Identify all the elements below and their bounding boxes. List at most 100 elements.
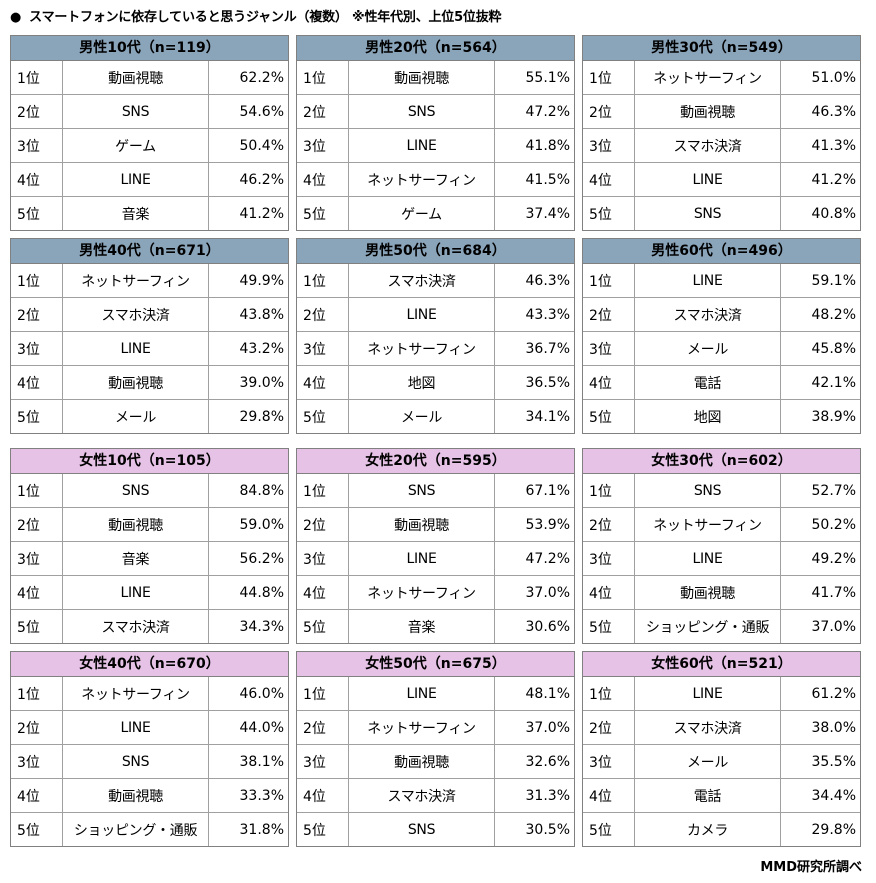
ranking-table-female-1: 女性10代（n=105） 1位 SNS 84.8% 2位 動画視聴 59.0% 3位 音楽 56.… — [10, 448, 289, 644]
percent-cell: 50.2% — [780, 507, 860, 542]
table-header: 女性40代（n=670） — [11, 652, 288, 677]
percent-cell: 33.3% — [208, 778, 288, 813]
percent-cell: 34.1% — [494, 399, 574, 433]
genre-cell: LINE — [62, 575, 209, 610]
rank-cell: 5位 — [583, 812, 635, 846]
percent-cell: 29.8% — [780, 812, 860, 846]
rank-cell: 2位 — [297, 710, 349, 745]
ranking-table-male-5: 男性50代（n=684） 1位 スマホ決済 46.3% 2位 LINE 43.3% 3位 ネット… — [296, 238, 575, 434]
table-header: 女性50代（n=675） — [297, 652, 574, 677]
table-row: 3位 スマホ決済 41.3% — [583, 128, 860, 163]
genre-cell: スマホ決済 — [634, 710, 781, 745]
percent-cell: 37.0% — [494, 710, 574, 745]
percent-cell: 38.0% — [780, 710, 860, 745]
rank-cell: 1位 — [583, 677, 635, 711]
percent-cell: 41.7% — [780, 575, 860, 610]
rank-cell: 4位 — [11, 778, 63, 813]
percent-cell: 43.2% — [208, 331, 288, 366]
ranking-table-body: 1位 LINE 48.1% 2位 ネットサーフィン 37.0% 3位 動画視聴 32.6% 4位ス… — [297, 677, 574, 846]
genre-cell: 電話 — [634, 778, 781, 813]
table-row: 1位 SNS 84.8% — [11, 474, 288, 508]
genre-cell: LINE — [634, 162, 781, 197]
table-row: 5位 ショッピング・通販 31.8% — [11, 812, 288, 846]
percent-cell: 31.3% — [494, 778, 574, 813]
genre-cell: スマホ決済 — [62, 297, 209, 332]
rank-cell: 1位 — [297, 474, 349, 508]
table-row: 2位 動画視聴 53.9% — [297, 507, 574, 542]
genre-cell: 音楽 — [348, 609, 495, 643]
rank-cell: 3位 — [583, 541, 635, 576]
genre-cell: 電話 — [634, 365, 781, 400]
ranking-table-body: 1位 SNS 52.7% 2位 ネットサーフィン 50.2% 3位 LINE 49.2% 4位 動画… — [583, 474, 860, 643]
genre-cell: 音楽 — [62, 196, 209, 230]
rank-cell: 1位 — [583, 264, 635, 298]
source-credit: MMD研究所調べ — [760, 860, 862, 875]
rank-cell: 3位 — [11, 744, 63, 779]
table-row: 2位 スマホ決済 38.0% — [583, 710, 860, 745]
percent-cell: 32.6% — [494, 744, 574, 779]
rank-cell: 1位 — [11, 264, 63, 298]
percent-cell: 41.3% — [780, 128, 860, 163]
ranking-table-male-3: 男性30代（n=549） 1位 ネットサーフィン 51.0% 2位 動画視聴 46.3% 3位… — [582, 35, 861, 231]
table-row: 5位 地図 38.9% — [583, 399, 860, 433]
genre-cell: LINE — [62, 710, 209, 745]
ranking-table-female-3: 女性30代（n=602） 1位 SNS 52.7% 2位 ネットサーフィン 50.2% 3位 L… — [582, 448, 861, 644]
ranking-table-male-2: 男性20代（n=564） 1位 動画視聴 55.1% 2位 SNS 47.2% 3位 LINE 4… — [296, 35, 575, 231]
genre-cell: メール — [348, 399, 495, 433]
rank-cell: 3位 — [583, 744, 635, 779]
table-row: 5位 SNS 30.5% — [297, 812, 574, 846]
genre-cell: 動画視聴 — [634, 94, 781, 129]
table-row: 2位 スマホ決済 48.2% — [583, 297, 860, 332]
genre-cell: メール — [62, 399, 209, 433]
genre-cell: 動画視聴 — [62, 507, 209, 542]
percent-cell: 59.0% — [208, 507, 288, 542]
percent-cell: 49.9% — [208, 264, 288, 298]
genre-cell: SNS — [62, 94, 209, 129]
table-header: 女性10代（n=105） — [11, 449, 288, 474]
table-row: 4位 ネットサーフィン 41.5% — [297, 162, 574, 197]
genre-cell: 音楽 — [62, 541, 209, 576]
ranking-table-male-1: 男性10代（n=119） 1位 動画視聴 62.2% 2位 SNS 54.6% 3位 ゲーム 50… — [10, 35, 289, 231]
table-row: 4位 LINE 44.8% — [11, 575, 288, 610]
rank-cell: 5位 — [297, 196, 349, 230]
genre-cell: SNS — [634, 474, 781, 508]
rank-cell: 1位 — [11, 61, 63, 95]
table-row: 1位 動画視聴 55.1% — [297, 61, 574, 95]
ranking-table-body: 1位 動画視聴 55.1% 2位 SNS 47.2% 3位 LINE 41.8% 4位 ネットサーフ… — [297, 61, 574, 230]
ranking-table-body: 1位 SNS 84.8% 2位 動画視聴 59.0% 3位 音楽 56.2% 4位 LINE 44.8… — [11, 474, 288, 643]
rank-cell: 2位 — [583, 94, 635, 129]
rank-cell: 3位 — [11, 128, 63, 163]
genre-cell: SNS — [62, 744, 209, 779]
percent-cell: 59.1% — [780, 264, 860, 298]
rank-cell: 4位 — [583, 778, 635, 813]
percent-cell: 42.1% — [780, 365, 860, 400]
rank-cell: 5位 — [11, 812, 63, 846]
percent-cell: 54.6% — [208, 94, 288, 129]
table-row: 5位 スマホ決済 34.3% — [11, 609, 288, 643]
table-row: 3位 SNS 38.1% — [11, 744, 288, 779]
genre-cell: LINE — [634, 677, 781, 711]
percent-cell: 67.1% — [494, 474, 574, 508]
table-row: 3位 ゲーム 50.4% — [11, 128, 288, 163]
percent-cell: 50.4% — [208, 128, 288, 163]
genre-cell: スマホ決済 — [634, 297, 781, 332]
percent-cell: 41.2% — [780, 162, 860, 197]
percent-cell: 43.3% — [494, 297, 574, 332]
rank-cell: 2位 — [583, 710, 635, 745]
genre-cell: 動画視聴 — [348, 61, 495, 95]
genre-cell: SNS — [634, 196, 781, 230]
percent-cell: 38.9% — [780, 399, 860, 433]
percent-cell: 40.8% — [780, 196, 860, 230]
table-row: 1位 ネットサーフィン 51.0% — [583, 61, 860, 95]
table-row: 2位 スマホ決済 43.8% — [11, 297, 288, 332]
ranking-table-body: 1位 LINE 59.1% 2位 スマホ決済 48.2% 3位 メール 45.8% 4位 電話 42.… — [583, 264, 860, 433]
table-row: 5位 SNS 40.8% — [583, 196, 860, 230]
table-row: 5位 音楽 41.2% — [11, 196, 288, 230]
table-row: 3位 音楽 56.2% — [11, 541, 288, 576]
percent-cell: 30.6% — [494, 609, 574, 643]
rank-cell: 3位 — [11, 541, 63, 576]
table-header: 男性40代（n=671） — [11, 239, 288, 264]
ranking-table-body: 1位 動画視聴 62.2% 2位 SNS 54.6% 3位 ゲーム 50.4% 4位 LINE 46.… — [11, 61, 288, 230]
percent-cell: 34.4% — [780, 778, 860, 813]
rank-cell: 3位 — [583, 331, 635, 366]
